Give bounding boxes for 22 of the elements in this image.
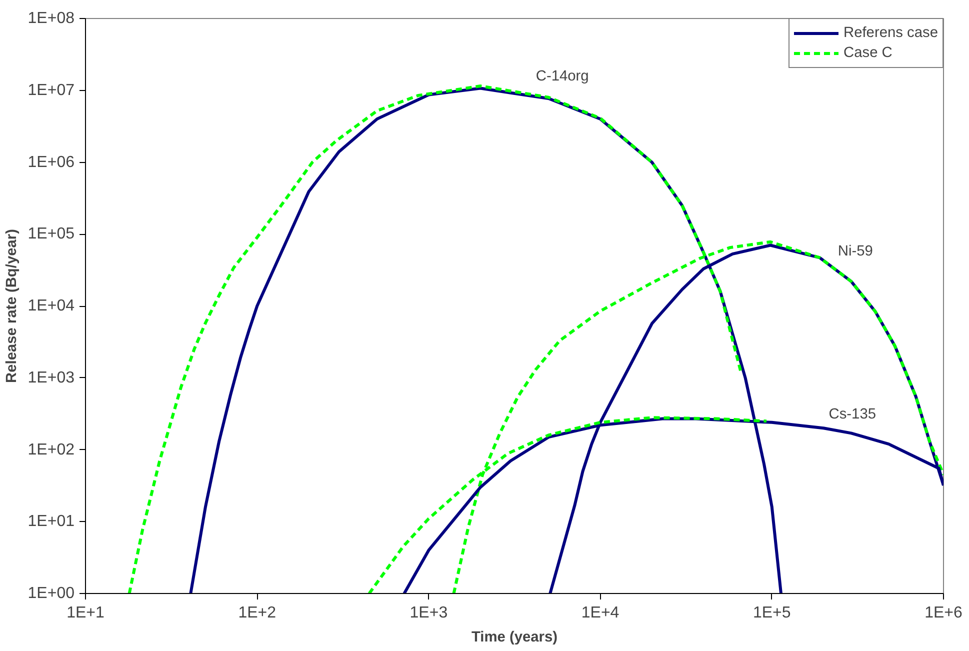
y-tick-label: 1E+08 (28, 10, 75, 27)
x-tick-label: 1E+5 (752, 604, 791, 622)
legend-label: Referens case (844, 25, 938, 41)
y-tick-label: 1E+03 (28, 369, 75, 386)
x-tick-label: 1E+2 (238, 604, 276, 622)
x-tick-label: 1E+4 (581, 604, 620, 622)
annotation: Cs-135 (828, 406, 876, 423)
legend-label: Case C (844, 45, 892, 61)
y-tick-label: 1E+04 (28, 298, 75, 314)
x-tick-label: 1E+1 (66, 604, 105, 622)
y-tick-label: 1E+01 (28, 513, 75, 530)
annotation: Ni-59 (838, 243, 873, 260)
y-tick-label: 1E+06 (28, 154, 75, 171)
y-tick-label: 1E+07 (28, 82, 75, 99)
y-tick-label: 1E+02 (28, 441, 75, 458)
y-tick-label: 1E+05 (28, 226, 75, 243)
x-tick-label: 1E+3 (410, 604, 448, 622)
y-tick-label: 1E+00 (28, 585, 75, 602)
x-axis-title: Time (years) (471, 630, 558, 646)
y-axis-title: Release rate (Bq/year) (4, 228, 20, 383)
x-tick-label: 1E+6 (924, 604, 963, 622)
annotation: C-14org (536, 68, 589, 84)
